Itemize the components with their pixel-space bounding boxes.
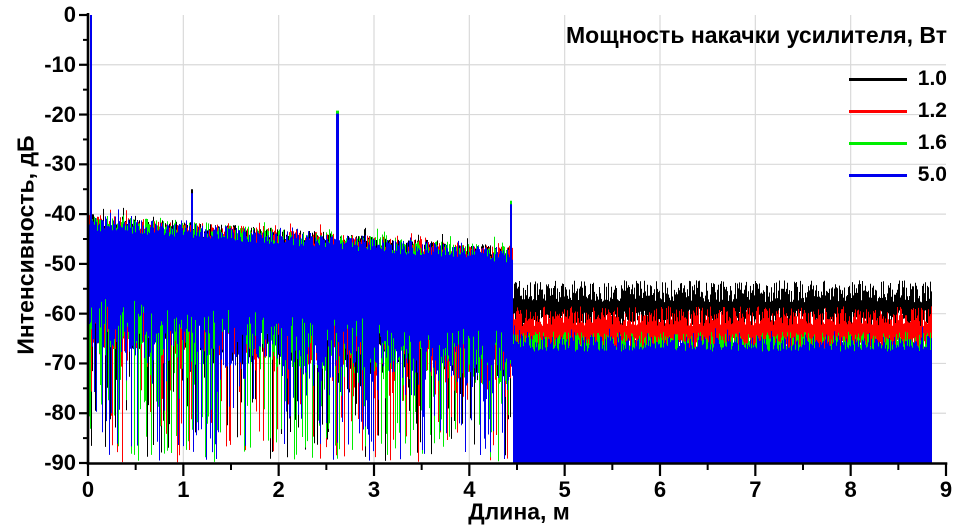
y-tick-label: -60 [44, 300, 76, 326]
legend-line-swatch [849, 109, 907, 113]
legend-line-swatch [849, 173, 907, 177]
x-tick-label: 2 [272, 477, 285, 502]
legend-entry-label: 5.0 [917, 163, 947, 186]
y-tick-label: 0 [63, 2, 76, 27]
y-tick-label: -20 [44, 101, 76, 127]
y-tick-label: -80 [44, 400, 76, 426]
legend: Мощность накачки усилителя, Вт 1.0 1.2 1… [566, 22, 947, 191]
x-tick-label: 5 [558, 477, 571, 502]
y-tick-label: -30 [44, 151, 76, 177]
x-tick-label: 0 [81, 477, 95, 502]
legend-entry: 1.6 [566, 127, 947, 159]
legend-entry: 1.2 [566, 95, 947, 127]
x-tick-label: 3 [367, 477, 381, 502]
x-tick-label: 1 [177, 477, 190, 502]
legend-line-swatch [849, 77, 907, 81]
x-tick-label: 6 [653, 477, 667, 502]
legend-entry-label: 1.6 [917, 131, 947, 154]
y-tick-label: -10 [44, 51, 76, 77]
y-tick-label: -90 [44, 450, 76, 475]
legend-entry: 5.0 [566, 159, 947, 191]
y-tick-label: -40 [44, 201, 76, 227]
legend-entry-label: 1.2 [917, 99, 947, 122]
legend-title: Мощность накачки усилителя, Вт [566, 22, 947, 48]
x-tick-label: 8 [844, 477, 857, 502]
x-tick-label: 4 [463, 477, 476, 502]
y-tick-label: -70 [44, 350, 76, 376]
y-tick-label: -50 [44, 250, 76, 276]
legend-line-swatch [849, 141, 907, 145]
x-tick-label: 9 [939, 477, 953, 502]
x-tick-label: 7 [749, 477, 762, 502]
legend-entry-label: 1.0 [917, 67, 947, 90]
x-axis-title: Длина, м [468, 498, 570, 525]
legend-entry: 1.0 [566, 63, 947, 95]
